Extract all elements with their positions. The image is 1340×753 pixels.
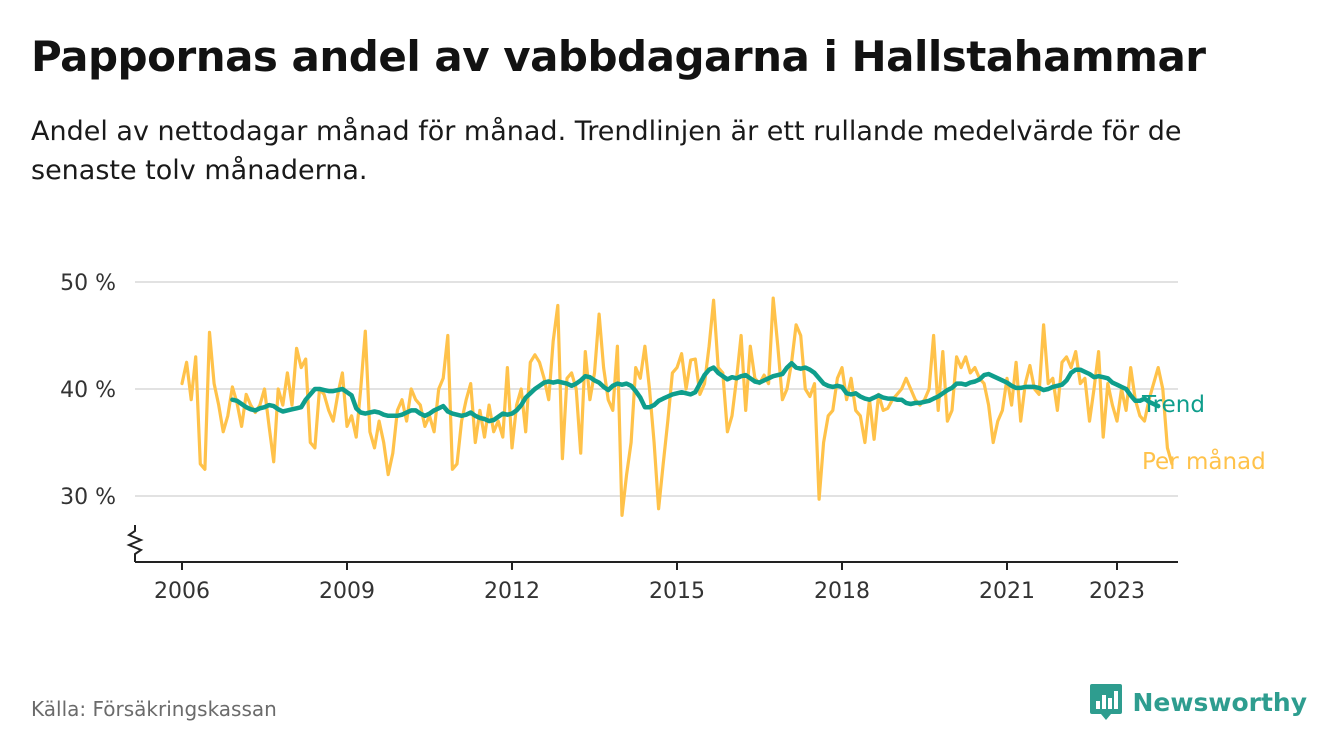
series-label: Per månad <box>1142 447 1266 475</box>
x-tick-label: 2021 <box>979 579 1035 604</box>
y-tick-label: 30 % <box>60 485 116 510</box>
x-tick-label: 2023 <box>1089 579 1145 604</box>
brand-logo: Newsworthy <box>1089 682 1308 722</box>
series-line-per-manad <box>180 296 1174 517</box>
x-axis: 2006 2009 2012 2015 2018 2021 2023 <box>126 525 1178 604</box>
x-tick-label: 2018 <box>814 579 870 604</box>
chart-title: Pappornas andel av vabbdagarna i Hallsta… <box>31 32 1206 81</box>
axis-break-icon <box>126 525 144 562</box>
chart-subtitle: Andel av nettodagar månad för månad. Tre… <box>31 116 1182 186</box>
brand-name: Newsworthy <box>1132 687 1308 717</box>
series-labels: Per månad Trend <box>1141 392 1266 475</box>
series-line-trend <box>230 361 1161 424</box>
series-label: Trend <box>1141 392 1205 418</box>
source-note: Källa: Försäkringskassan <box>31 697 277 721</box>
x-tick-label: 2015 <box>649 579 705 604</box>
x-tick-label: 2009 <box>319 579 375 604</box>
x-tick-label: 2006 <box>154 579 210 604</box>
series-lines <box>180 296 1174 517</box>
x-tick-label: 2012 <box>484 579 540 604</box>
newsworthy-logo-icon <box>1089 684 1122 720</box>
y-tick-label: 40 % <box>60 378 116 403</box>
y-tick-label: 50 % <box>60 271 116 296</box>
